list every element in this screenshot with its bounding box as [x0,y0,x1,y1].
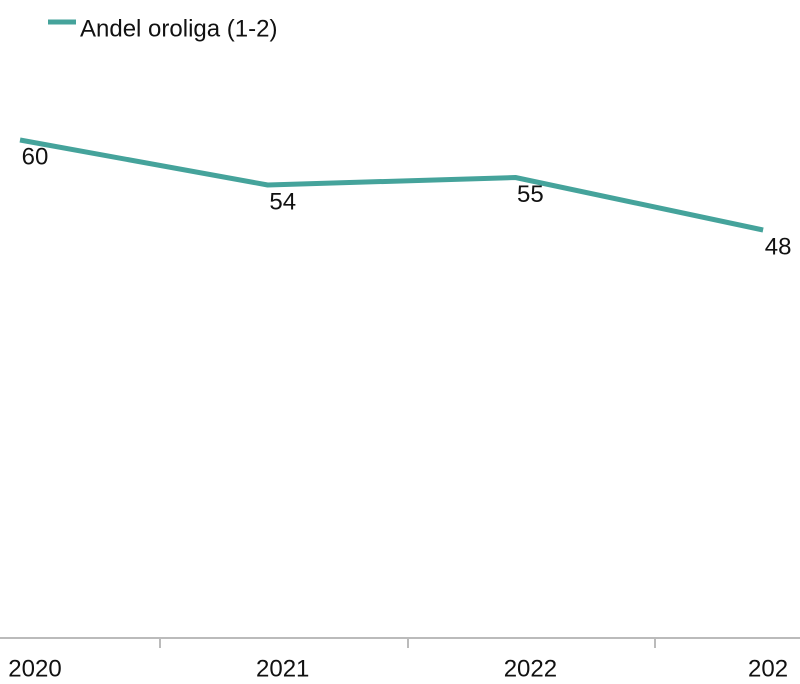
x-tick-label: 2021 [256,655,309,682]
x-tick-label: 2022 [504,655,557,682]
data-line [19,137,764,233]
legend-label: Andel oroliga (1-2) [80,15,277,42]
data-label: 54 [269,188,296,215]
data-label: 60 [22,143,49,170]
x-tick-label: 202 [748,655,788,682]
x-tick-label: 2020 [8,655,61,682]
data-label: 55 [517,181,544,208]
data-label: 48 [765,233,792,260]
